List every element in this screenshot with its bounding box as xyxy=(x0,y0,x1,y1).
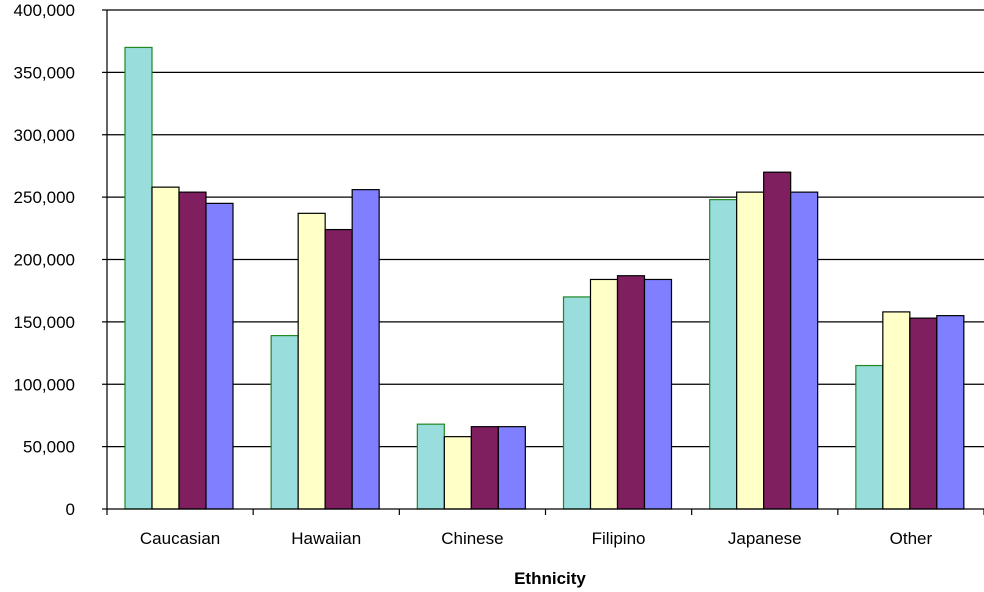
bar xyxy=(178,191,207,510)
bar xyxy=(270,334,299,510)
y-axis-tick-labels: 0 50,000 100,000 150,000 200,000 250,000 300,0… xyxy=(14,1,75,519)
bar xyxy=(589,278,619,510)
y-tick-label: 250,000 xyxy=(14,188,75,207)
bar xyxy=(151,186,180,510)
y-tick-label: 300,000 xyxy=(14,126,75,145)
bar xyxy=(416,423,445,510)
x-category-label: Hawaiian xyxy=(291,529,361,548)
y-tick-label: 400,000 xyxy=(14,1,75,20)
y-tick-label: 100,000 xyxy=(14,375,75,394)
bar xyxy=(736,191,765,510)
axes xyxy=(102,9,984,515)
bars xyxy=(124,46,965,510)
bar xyxy=(643,278,673,510)
x-category-label: Other xyxy=(890,529,933,548)
bar xyxy=(790,191,819,510)
bar xyxy=(562,296,592,510)
y-tick-label: 50,000 xyxy=(23,438,75,457)
bar xyxy=(124,46,153,510)
x-category-label: Caucasian xyxy=(140,529,220,548)
y-tick-label: 150,000 xyxy=(14,313,75,332)
bar xyxy=(709,199,738,510)
bar xyxy=(443,436,472,510)
bar xyxy=(882,311,911,510)
y-tick-label: 350,000 xyxy=(14,63,75,82)
bar xyxy=(763,171,792,510)
bar xyxy=(470,426,499,510)
bar xyxy=(855,364,884,510)
x-axis-category-labels: Caucasian Hawaiian Chinese Filipino Japanese… xyxy=(140,529,933,548)
x-axis-title: Ethnicity xyxy=(514,569,586,588)
bar xyxy=(205,202,234,510)
bar xyxy=(324,228,353,510)
x-category-label: Chinese xyxy=(441,529,503,548)
y-tick-label: 200,000 xyxy=(14,251,75,270)
bar xyxy=(497,426,526,510)
bar xyxy=(616,275,646,510)
bar xyxy=(297,212,326,510)
x-category-label: Japanese xyxy=(728,529,802,548)
bar xyxy=(936,315,965,510)
gridlines xyxy=(107,9,984,448)
bar xyxy=(351,189,380,510)
y-tick-label: 0 xyxy=(66,500,75,519)
x-category-label: Filipino xyxy=(592,529,646,548)
bar xyxy=(909,317,938,510)
